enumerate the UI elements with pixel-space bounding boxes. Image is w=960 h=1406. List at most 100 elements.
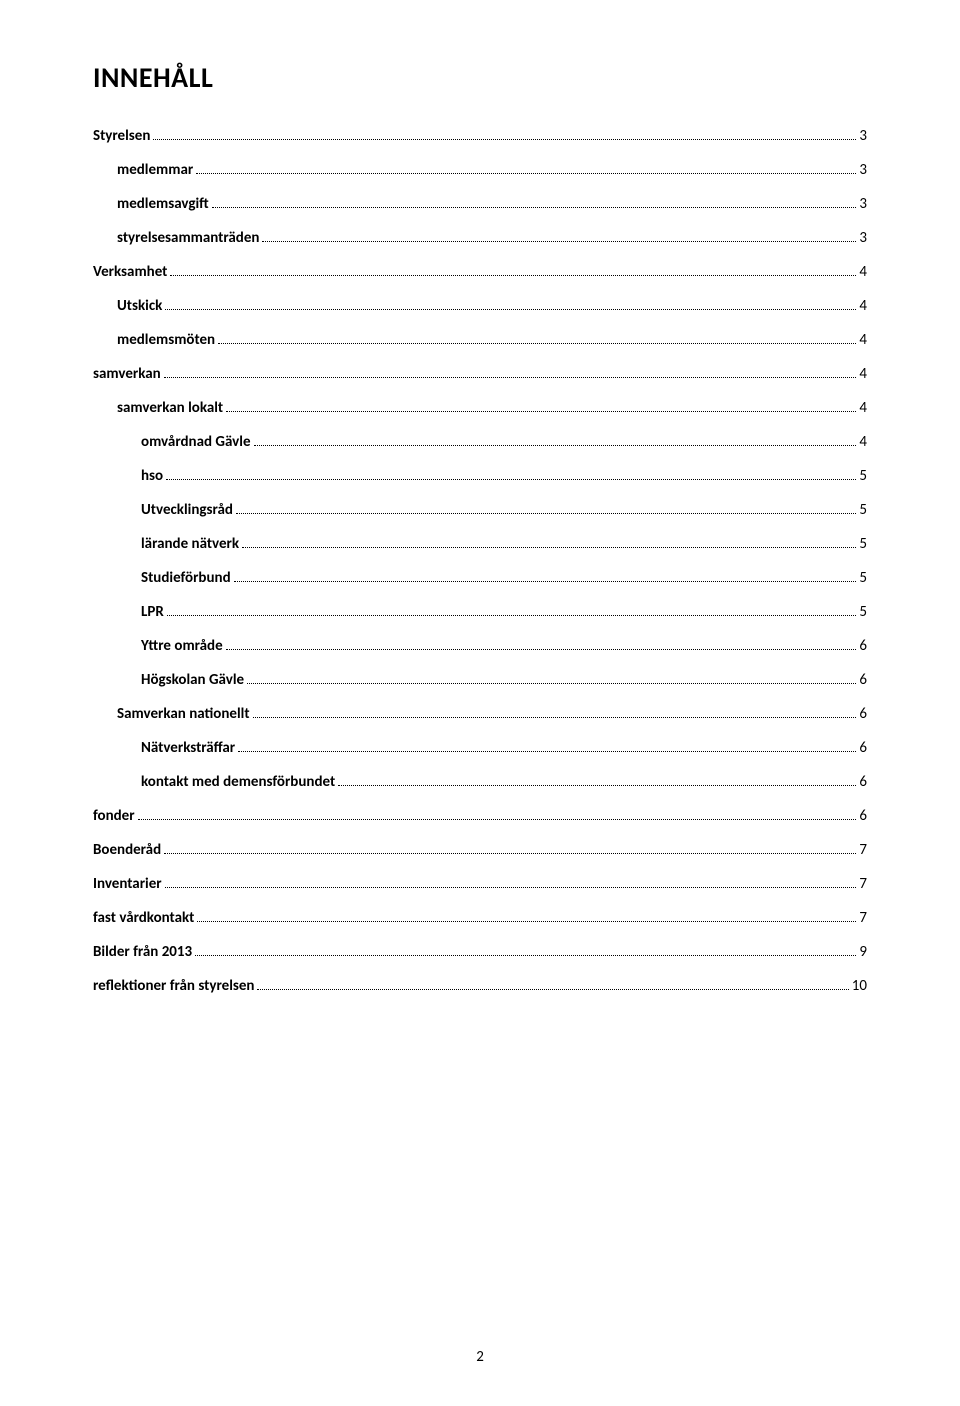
toc-leader xyxy=(165,880,857,888)
toc-entry-label: samverkan xyxy=(93,367,161,382)
toc-leader xyxy=(226,642,857,650)
toc-entry[interactable]: reflektioner från styrelsen 10 xyxy=(93,969,867,1003)
toc-entry-label: LPR xyxy=(141,605,164,620)
toc-leader xyxy=(164,370,857,378)
toc-entry[interactable]: Utskick 4 xyxy=(93,289,867,323)
toc-entry-page: 5 xyxy=(859,469,867,484)
toc-leader xyxy=(236,506,856,514)
toc-entry[interactable]: hso 5 xyxy=(93,459,867,493)
toc-entry-page: 7 xyxy=(859,843,867,858)
toc-entry-label: hso xyxy=(141,469,163,484)
toc-entry[interactable]: Bilder från 2013 9 xyxy=(93,935,867,969)
toc-entry[interactable]: Nätverksträffar 6 xyxy=(93,731,867,765)
page-title: INNEHÅLL xyxy=(93,60,867,95)
toc-entry-page: 6 xyxy=(859,639,867,654)
toc-leader xyxy=(166,472,856,480)
table-of-contents: Styrelsen 3medlemmar 3medlemsavgift 3sty… xyxy=(93,119,867,1003)
toc-entry[interactable]: lärande nätverk 5 xyxy=(93,527,867,561)
toc-entry-page: 5 xyxy=(859,537,867,552)
toc-entry[interactable]: fast vårdkontakt 7 xyxy=(93,901,867,935)
toc-entry[interactable]: omvårdnad Gävle 4 xyxy=(93,425,867,459)
toc-leader xyxy=(138,812,857,820)
toc-entry[interactable]: Styrelsen 3 xyxy=(93,119,867,153)
toc-entry[interactable]: samverkan 4 xyxy=(93,357,867,391)
toc-entry[interactable]: Högskolan Gävle 6 xyxy=(93,663,867,697)
toc-entry[interactable]: Studieförbund 5 xyxy=(93,561,867,595)
toc-leader xyxy=(212,200,857,208)
toc-entry-page: 4 xyxy=(859,367,867,382)
toc-entry-label: samverkan lokalt xyxy=(117,401,223,416)
toc-entry-label: Utvecklingsråd xyxy=(141,503,233,518)
toc-leader xyxy=(254,438,857,446)
toc-entry-label: Högskolan Gävle xyxy=(141,673,244,688)
toc-entry-label: kontakt med demensförbundet xyxy=(141,775,335,790)
toc-entry[interactable]: medlemsavgift 3 xyxy=(93,187,867,221)
toc-entry-label: fast vårdkontakt xyxy=(93,911,194,926)
toc-entry-page: 4 xyxy=(859,401,867,416)
toc-entry-page: 5 xyxy=(859,503,867,518)
toc-entry[interactable]: samverkan lokalt 4 xyxy=(93,391,867,425)
toc-entry-label: fonder xyxy=(93,809,135,824)
toc-leader xyxy=(242,540,856,548)
toc-leader xyxy=(253,710,857,718)
toc-leader xyxy=(153,132,856,140)
toc-leader xyxy=(247,676,856,684)
toc-entry[interactable]: kontakt med demensförbundet 6 xyxy=(93,765,867,799)
toc-entry[interactable]: Verksamhet 4 xyxy=(93,255,867,289)
toc-leader xyxy=(196,166,856,174)
toc-entry[interactable]: medlemsmöten 4 xyxy=(93,323,867,357)
toc-leader xyxy=(238,744,856,752)
toc-entry-page: 3 xyxy=(859,231,867,246)
toc-entry-label: Inventarier xyxy=(93,877,162,892)
toc-entry-page: 4 xyxy=(859,435,867,450)
toc-leader xyxy=(197,914,856,922)
toc-entry-label: lärande nätverk xyxy=(141,537,239,552)
toc-entry-page: 6 xyxy=(859,775,867,790)
document-page: INNEHÅLL Styrelsen 3medlemmar 3medlemsav… xyxy=(0,0,960,1406)
toc-entry-label: Utskick xyxy=(117,299,162,314)
toc-leader xyxy=(170,268,856,276)
toc-entry-page: 9 xyxy=(859,945,867,960)
toc-entry-page: 7 xyxy=(859,877,867,892)
toc-leader xyxy=(164,846,856,854)
toc-entry-page: 5 xyxy=(859,605,867,620)
toc-entry-page: 3 xyxy=(859,129,867,144)
toc-entry-page: 7 xyxy=(859,911,867,926)
toc-entry-page: 5 xyxy=(859,571,867,586)
toc-entry-label: medlemsmöten xyxy=(117,333,215,348)
toc-entry-page: 10 xyxy=(852,979,867,994)
toc-leader xyxy=(218,336,856,344)
toc-leader xyxy=(167,608,857,616)
toc-entry-label: reflektioner från styrelsen xyxy=(93,979,254,994)
toc-entry-label: Studieförbund xyxy=(141,571,231,586)
toc-entry-page: 3 xyxy=(859,197,867,212)
toc-entry-page: 4 xyxy=(859,333,867,348)
toc-leader xyxy=(262,234,856,242)
toc-entry-label: Nätverksträffar xyxy=(141,741,235,756)
toc-entry-label: medlemsavgift xyxy=(117,197,209,212)
toc-entry-label: Verksamhet xyxy=(93,265,167,280)
page-number: 2 xyxy=(0,1348,960,1366)
toc-entry[interactable]: styrelsesammanträden 3 xyxy=(93,221,867,255)
toc-entry[interactable]: Yttre område 6 xyxy=(93,629,867,663)
toc-entry[interactable]: Inventarier 7 xyxy=(93,867,867,901)
toc-leader xyxy=(226,404,856,412)
toc-entry-label: Yttre område xyxy=(141,639,223,654)
toc-entry[interactable]: Samverkan nationellt 6 xyxy=(93,697,867,731)
toc-entry[interactable]: LPR 5 xyxy=(93,595,867,629)
toc-entry[interactable]: Boenderåd 7 xyxy=(93,833,867,867)
toc-entry-label: styrelsesammanträden xyxy=(117,231,259,246)
toc-entry-label: medlemmar xyxy=(117,163,193,178)
toc-entry[interactable]: Utvecklingsråd 5 xyxy=(93,493,867,527)
toc-entry[interactable]: fonder 6 xyxy=(93,799,867,833)
toc-entry[interactable]: medlemmar 3 xyxy=(93,153,867,187)
toc-leader xyxy=(195,948,856,956)
toc-entry-page: 4 xyxy=(859,299,867,314)
toc-entry-label: Boenderåd xyxy=(93,843,161,858)
toc-entry-label: Samverkan nationellt xyxy=(117,707,250,722)
toc-entry-page: 6 xyxy=(859,707,867,722)
toc-leader xyxy=(338,778,856,786)
toc-entry-page: 4 xyxy=(859,265,867,280)
toc-leader xyxy=(165,302,856,310)
toc-entry-page: 6 xyxy=(859,673,867,688)
